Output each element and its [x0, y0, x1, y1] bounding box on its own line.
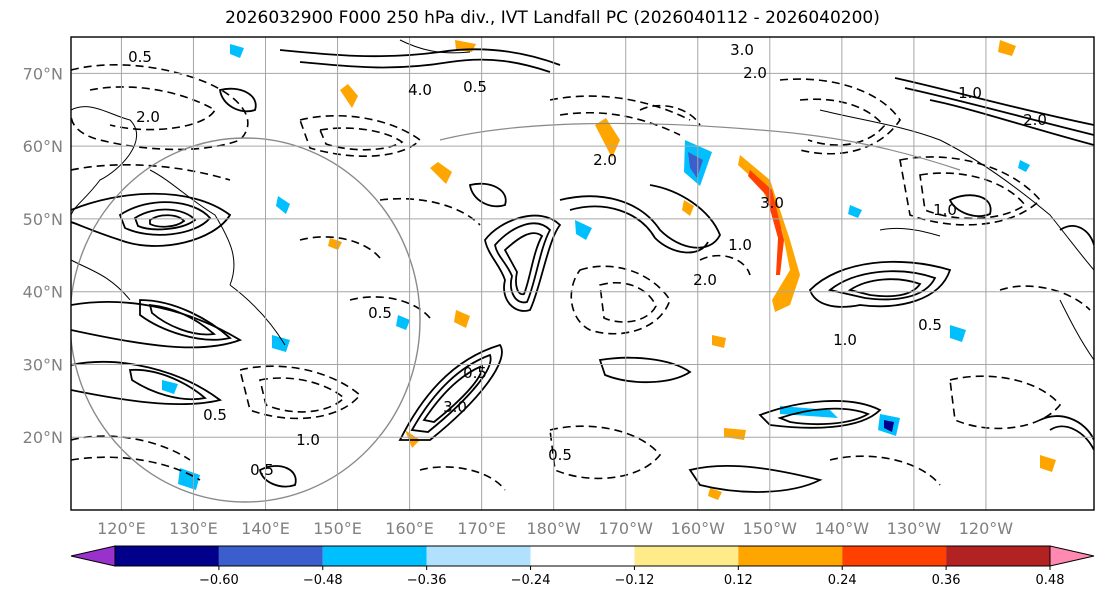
contour-label: 0.5 — [203, 406, 227, 424]
colorbar-extend-high — [1049, 545, 1095, 567]
contour-label: 1.0 — [958, 84, 982, 102]
colorbar-segment — [115, 546, 219, 566]
negative-contours — [71, 64, 1091, 491]
contour-label: 2.0 — [743, 64, 767, 82]
colorbar-segment — [322, 546, 427, 566]
lon-tick-label: 130°W — [887, 519, 942, 538]
lat-tick-label: 20°N — [23, 428, 63, 447]
contour-label: 3.0 — [730, 41, 754, 59]
contour-label: 1.0 — [296, 431, 320, 449]
colorbar-label: −0.12 — [615, 573, 655, 588]
contour-label: 0.5 — [918, 316, 942, 334]
lat-tick-label: 60°N — [23, 137, 63, 156]
colorbar-segment — [634, 546, 739, 566]
contour-label: 4.0 — [408, 81, 432, 99]
contour-label: 2.0 — [1023, 111, 1047, 129]
range-circle — [71, 137, 421, 503]
colorbar-outline — [114, 545, 1051, 567]
lat-tick-label: 30°N — [23, 355, 63, 374]
contour-label: 0.5 — [250, 461, 274, 479]
colorbar-label: 0.24 — [828, 573, 857, 588]
graticule — [71, 37, 1094, 510]
lon-tick-label: 120°E — [97, 519, 146, 538]
contour-label: 1.0 — [833, 331, 857, 349]
colorbar-segment — [218, 546, 323, 566]
colorbar-segment — [530, 546, 635, 566]
lat-tick-label: 70°N — [23, 64, 63, 83]
contour-label: 0.5 — [128, 48, 152, 66]
colorbar-label: 0.48 — [1036, 573, 1065, 588]
colorbar-segment — [946, 546, 1050, 566]
lon-tick-label: 140°E — [241, 519, 290, 538]
lon-tick-label: 170°W — [599, 519, 654, 538]
contour-label: 3.0 — [443, 398, 467, 416]
map-frame — [70, 36, 1095, 511]
contour-label: 1.0 — [933, 201, 957, 219]
lon-tick-label: 120°W — [959, 519, 1014, 538]
contour-label: 3.0 — [760, 194, 784, 212]
lon-tick-label: 180°W — [527, 519, 582, 538]
colorbar-segment — [842, 546, 947, 566]
colorbar-label: −0.60 — [199, 573, 239, 588]
contour-label: 0.5 — [463, 78, 487, 96]
lon-tick-label: 140°W — [815, 519, 870, 538]
coastlines — [71, 39, 1094, 361]
colorbar-extend-low — [70, 545, 116, 567]
lon-tick-label: 160°W — [671, 519, 726, 538]
contour-labels: 0.5 2.0 4.0 3.0 1.0 0.5 2.0 3.0 1.0 0.5 2.0 0.5 1.0 0… — [128, 41, 1047, 479]
divergence-fill — [162, 40, 1056, 500]
contour-label: 0.5 — [368, 304, 392, 322]
contour-label: 2.0 — [693, 271, 717, 289]
colorbar: −0.60 −0.48 −0.36 −0.24 −0.12 0.12 0.24 0.36 0.4… — [70, 545, 1095, 588]
lon-tick-label: 170°E — [457, 519, 506, 538]
colorbar-label: −0.24 — [511, 573, 551, 588]
lon-tick-label: 150°E — [313, 519, 362, 538]
contour-label: 2.0 — [136, 108, 160, 126]
colorbar-segment — [426, 546, 531, 566]
lon-tick-label: 150°W — [743, 519, 798, 538]
lat-tick-label: 50°N — [23, 210, 63, 229]
map-title: 2026032900 F000 250 hPa div., IVT Landfa… — [225, 8, 880, 28]
colorbar-label: 0.36 — [932, 573, 961, 588]
colorbar-segment — [738, 546, 843, 566]
lat-tick-label: 40°N — [23, 283, 63, 302]
latitude-labels: 70°N 60°N 50°N 40°N 30°N 20°N — [23, 64, 63, 447]
lon-tick-label: 160°E — [385, 519, 434, 538]
lon-tick-label: 130°E — [169, 519, 218, 538]
colorbar-label: −0.36 — [407, 573, 447, 588]
colorbar-label: −0.48 — [303, 573, 343, 588]
colorbar-label: 0.12 — [724, 573, 753, 588]
longitude-labels: 120°E 130°E 140°E 150°E 160°E 170°E 180°W 170°W… — [97, 519, 1013, 538]
positive-contours — [71, 48, 1094, 493]
contour-label: 1.0 — [728, 236, 752, 254]
contour-label: 0.5 — [548, 446, 572, 464]
contour-label: 2.0 — [593, 151, 617, 169]
contour-label: 0.5 — [463, 364, 487, 382]
